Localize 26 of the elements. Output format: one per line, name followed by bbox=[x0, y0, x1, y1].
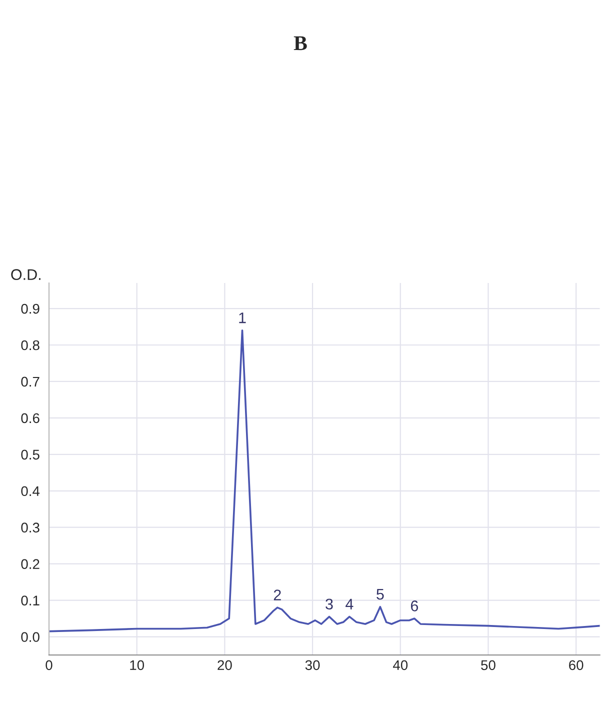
annotation: 3 bbox=[326, 598, 333, 610]
line-series bbox=[49, 330, 600, 632]
y-tick-label: 0.7 bbox=[21, 376, 40, 387]
annotation: 2 bbox=[274, 590, 281, 600]
annotation: 1 bbox=[239, 312, 246, 324]
y-axis-title: O.D. bbox=[11, 269, 40, 280]
y-tick-label: 0.5 bbox=[21, 450, 40, 460]
x-tick-label: 50 bbox=[481, 660, 496, 670]
annotation: 6 bbox=[410, 600, 418, 612]
y-tick-label: 0.1 bbox=[21, 596, 40, 606]
annotation: 4 bbox=[346, 598, 354, 610]
x-tick-label: 60 bbox=[569, 660, 584, 670]
y-tick-label: 0.9 bbox=[21, 304, 40, 314]
y-tick-label: 0.6 bbox=[21, 413, 40, 424]
x-tick-label: 30 bbox=[305, 660, 320, 670]
y-tick-label: 0.4 bbox=[21, 486, 40, 496]
y-tick-label: 0.8 bbox=[21, 340, 40, 350]
y-tick-label: 0.3 bbox=[21, 522, 40, 533]
x-tick-label: 0 bbox=[46, 660, 52, 670]
x-tick-label: 40 bbox=[392, 660, 408, 670]
x-tick-label: 20 bbox=[218, 660, 232, 670]
annotation: 5 bbox=[376, 589, 384, 600]
chart-title: B bbox=[294, 36, 307, 50]
y-tick-label: 0.2 bbox=[21, 559, 40, 569]
y-tick-label: 0.0 bbox=[21, 632, 40, 642]
x-tick-label: 10 bbox=[130, 660, 144, 670]
